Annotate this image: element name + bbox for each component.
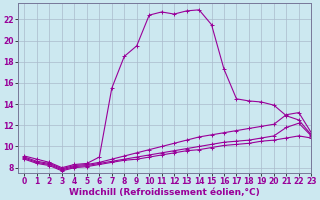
X-axis label: Windchill (Refroidissement éolien,°C): Windchill (Refroidissement éolien,°C)	[69, 188, 260, 197]
